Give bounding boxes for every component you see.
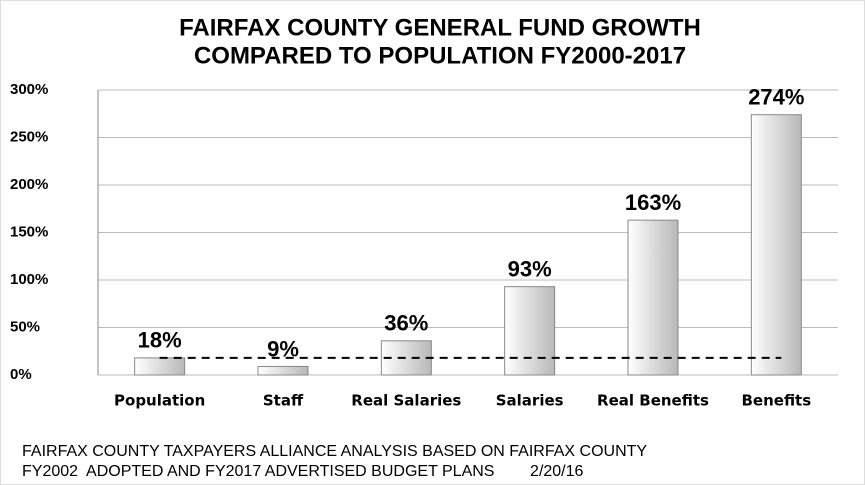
chart-title: FAIRFAX COUNTY GENERAL FUND GROWTH xyxy=(179,14,701,41)
bar xyxy=(134,357,186,376)
y-tick-label: 50% xyxy=(10,318,40,335)
x-tick-label: Benefits xyxy=(741,392,811,410)
bar xyxy=(627,219,679,376)
chart-title: COMPARED TO POPULATION FY2000-2017 xyxy=(194,42,686,69)
value-label: 36% xyxy=(384,311,428,336)
x-tick-label: Staff xyxy=(263,392,304,410)
x-tick-label: Salaries xyxy=(496,392,564,410)
bar xyxy=(257,365,309,376)
y-tick-label: 250% xyxy=(10,128,48,145)
value-label: 18% xyxy=(138,328,182,353)
y-tick-label: 100% xyxy=(10,271,48,288)
footnote: FY2002 ADOPTED AND FY2017 ADVERTISED BUD… xyxy=(22,463,584,480)
value-label: 93% xyxy=(508,256,552,281)
bar xyxy=(504,286,556,376)
x-tick-label: Real Benefits xyxy=(597,392,709,410)
value-label: 274% xyxy=(748,85,804,110)
y-tick-label: 300% xyxy=(10,81,48,98)
x-tick-label: Population xyxy=(114,392,205,410)
y-tick-label: 150% xyxy=(10,223,48,240)
y-tick-label: 0% xyxy=(10,366,32,383)
x-tick-label: Real Salaries xyxy=(351,392,461,410)
y-tick-label: 200% xyxy=(10,176,48,193)
footnote: FAIRFAX COUNTY TAXPAYERS ALLIANCE ANALYS… xyxy=(22,443,647,460)
bar xyxy=(750,114,802,376)
value-label: 163% xyxy=(625,190,681,215)
